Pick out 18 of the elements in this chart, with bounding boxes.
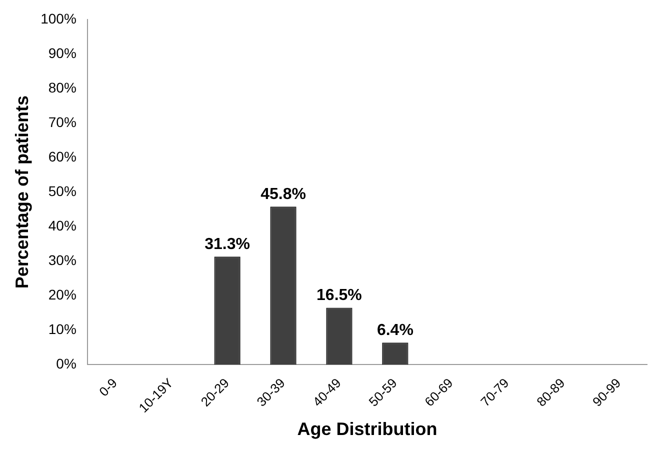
y-tick-label: 20% [48, 286, 76, 303]
y-tick-label: 50% [48, 182, 76, 199]
y-tick-label: 10% [48, 321, 76, 338]
y-tick-label: 30% [48, 252, 76, 268]
y-tick-label: 80% [48, 79, 76, 96]
x-tick-label: 0-9 [96, 375, 120, 400]
y-tick-label: 0% [56, 356, 76, 372]
data-label: 31.3% [204, 236, 250, 254]
y-tick-label: 60% [48, 148, 76, 164]
data-label: 45.8% [260, 186, 306, 203]
data-label: 16.5% [316, 287, 362, 304]
x-axis-title: Age Distribution [297, 419, 438, 440]
y-tick-label: 40% [48, 217, 76, 234]
data-label: 6.4% [376, 322, 414, 340]
y-tick-label: 70% [48, 114, 76, 130]
y-tick-label: 90% [48, 44, 76, 61]
y-axis-title: Percentage of patients [12, 96, 32, 289]
y-tick-label: 100% [40, 10, 76, 26]
